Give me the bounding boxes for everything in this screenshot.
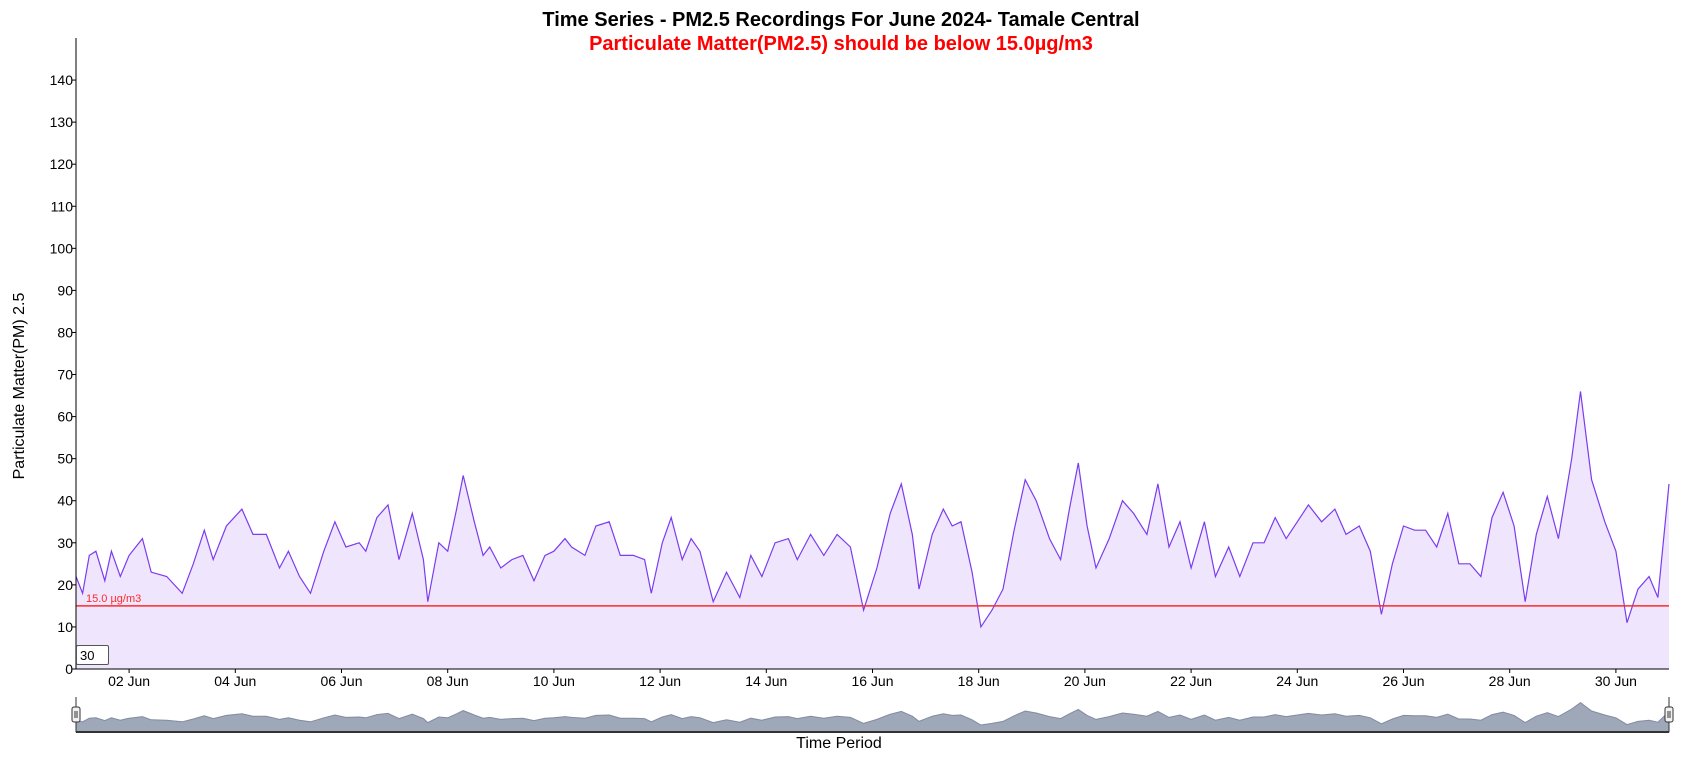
- x-tick-label: 04 Jun: [214, 673, 256, 689]
- x-tick-label: 24 Jun: [1276, 673, 1318, 689]
- y-tick-label: 100: [50, 240, 74, 256]
- y-tick-label: 80: [57, 324, 73, 340]
- x-tick-label: 22 Jun: [1170, 673, 1212, 689]
- x-axis-title: Time Period: [796, 735, 882, 752]
- x-axis: 02 Jun 04 Jun 06 Jun 08 Jun 10 Jun 12 Jun 14 J…: [76, 668, 1669, 689]
- x-tick-label: 16 Jun: [851, 673, 893, 689]
- x-tick-label: 20 Jun: [1064, 673, 1106, 689]
- x-tick-label: 12 Jun: [639, 673, 681, 689]
- y-tick-label: 60: [57, 409, 73, 425]
- x-tick-label: 28 Jun: [1489, 673, 1531, 689]
- y-tick-label: 70: [57, 367, 73, 383]
- navigator-area: [75, 701, 1670, 733]
- series-line: [75, 391, 1670, 629]
- plot-area: 15.0 µg/m3: [75, 391, 1670, 669]
- navigator-left-handle[interactable]: [71, 706, 81, 723]
- x-tick-label: 30 Jun: [1595, 673, 1637, 689]
- rolling-window-input[interactable]: 30: [76, 645, 109, 665]
- x-tick-label: 14 Jun: [745, 673, 787, 689]
- chart-subtitle: Particulate Matter(PM2.5) should be belo…: [589, 33, 1093, 55]
- y-axis: 0 10 20 30 40 50 60 70 80 90 100 110 120 130 140: [50, 38, 77, 677]
- x-tick-label: 26 Jun: [1382, 673, 1424, 689]
- threshold-label: 15.0 µg/m3: [86, 593, 141, 605]
- y-tick-label: 50: [57, 451, 73, 467]
- y-tick-label: 20: [57, 577, 73, 593]
- y-tick-label: 130: [50, 114, 74, 130]
- y-tick-label: 90: [57, 282, 73, 298]
- x-tick-label: 08 Jun: [427, 673, 469, 689]
- y-axis-title: Particulate Matter(PM) 2.5: [11, 293, 28, 480]
- y-tick-label: 0: [65, 661, 73, 677]
- x-tick-label: 10 Jun: [533, 673, 575, 689]
- y-tick-label: 140: [50, 72, 74, 88]
- x-tick-label: 02 Jun: [108, 673, 150, 689]
- chart-title: Time Series - PM2.5 Recordings For June …: [542, 9, 1140, 31]
- x-tick-label: 18 Jun: [958, 673, 1000, 689]
- y-tick-label: 120: [50, 156, 74, 172]
- y-tick-label: 40: [57, 493, 73, 509]
- range-navigator[interactable]: [71, 697, 1674, 733]
- x-tick-label: 06 Jun: [320, 673, 362, 689]
- series-area: [76, 391, 1669, 669]
- y-tick-label: 30: [57, 535, 73, 551]
- navigator-right-handle[interactable]: [1664, 706, 1674, 723]
- y-tick-label: 10: [57, 619, 73, 635]
- y-tick-label: 110: [51, 198, 74, 214]
